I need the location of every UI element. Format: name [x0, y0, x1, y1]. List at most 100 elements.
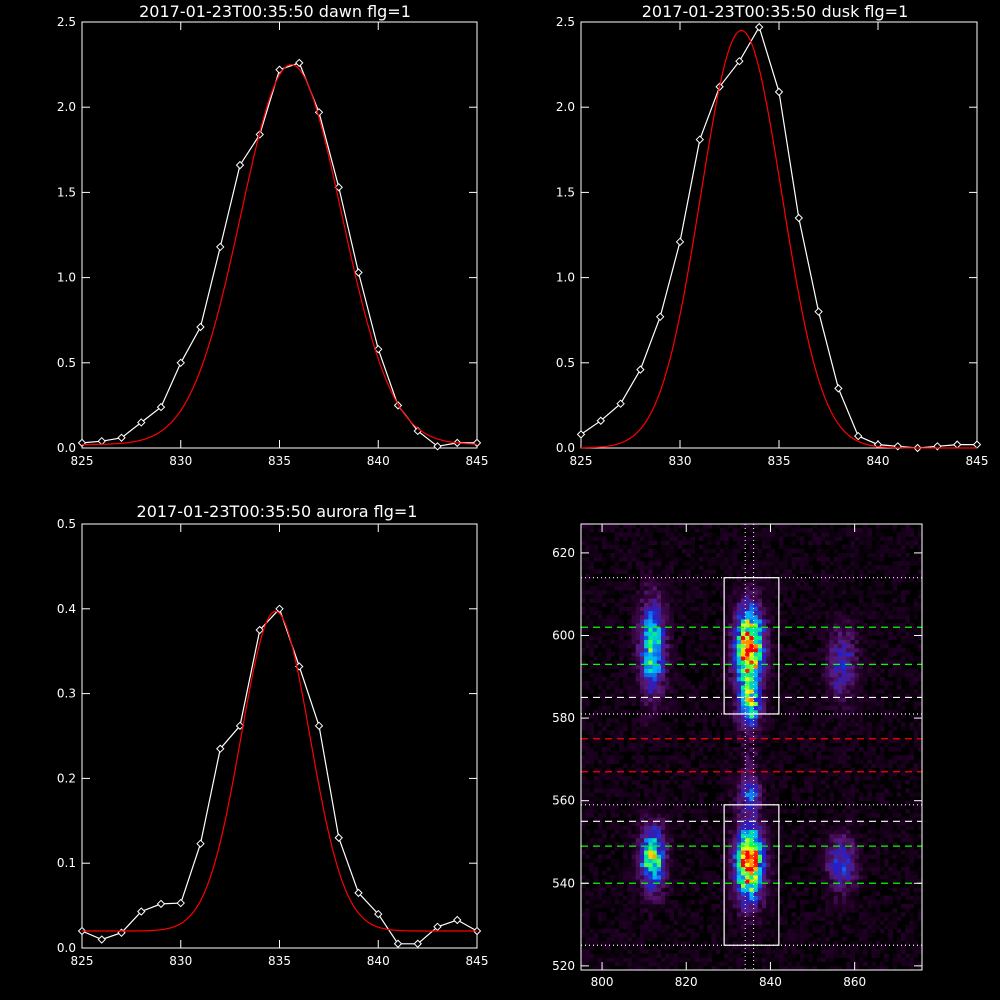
- heatmap-pixel: [766, 813, 771, 818]
- heatmap-pixel: [791, 528, 797, 533]
- heatmap-pixel: [745, 647, 750, 653]
- heatmap-pixel: [791, 676, 797, 682]
- aurora-profile-panel: 2017-01-23T00:35:50 aurora flg=1 825 830 8…: [57, 502, 489, 968]
- heatmap-pixel: [749, 903, 754, 909]
- heatmap-pixel: [597, 594, 603, 599]
- heatmap-pixel: [728, 895, 733, 901]
- heatmap-pixel: [614, 932, 620, 938]
- heatmap-pixel: [698, 842, 704, 847]
- heatmap-pixel: [757, 598, 763, 603]
- heatmap-pixel: [652, 767, 658, 773]
- heatmap-pixel: [656, 639, 662, 645]
- heatmap-pixel: [791, 829, 797, 835]
- heatmap-pixel: [669, 565, 674, 570]
- heatmap-pixel: [812, 895, 818, 901]
- heatmap-pixel: [745, 775, 750, 781]
- heatmap-pixel: [821, 722, 826, 727]
- heatmap-pixel: [770, 631, 775, 636]
- heatmap-pixel: [635, 808, 641, 814]
- heatmap-pixel: [732, 652, 738, 657]
- heatmap-pixel: [648, 920, 653, 925]
- heatmap-pixel: [690, 932, 696, 938]
- heatmap-pixel: [703, 726, 708, 731]
- heatmap-pixel: [639, 891, 645, 896]
- heatmap-pixel: [581, 561, 586, 566]
- heatmap-pixel: [690, 813, 696, 818]
- heatmap-pixel: [715, 912, 721, 917]
- heatmap-pixel: [829, 796, 834, 802]
- heatmap-pixel: [825, 693, 830, 698]
- heatmap-pixel: [728, 738, 733, 744]
- heatmap-pixel: [682, 924, 687, 930]
- heatmap-pixel: [589, 680, 594, 686]
- heatmap-pixel: [753, 771, 759, 777]
- heatmap-pixel: [741, 590, 746, 595]
- heatmap-pixel: [791, 792, 797, 797]
- heatmap-pixel: [825, 784, 830, 789]
- heatmap-pixel: [715, 536, 721, 541]
- heatmap-pixel: [795, 879, 801, 884]
- heatmap-pixel: [665, 800, 670, 806]
- heatmap-pixel: [635, 598, 641, 603]
- heatmap-pixel: [690, 920, 696, 925]
- heatmap-pixel: [774, 569, 780, 574]
- heatmap-pixel: [631, 953, 637, 958]
- heatmap-pixel: [724, 714, 729, 719]
- heatmap-pixel: [665, 866, 670, 872]
- heatmap-pixel: [825, 920, 830, 925]
- heatmap-pixel: [766, 800, 771, 806]
- heatmap-pixel: [753, 866, 759, 872]
- heatmap-pixel: [585, 627, 590, 632]
- heatmap-pixel: [753, 714, 759, 719]
- heatmap-pixel: [741, 639, 746, 645]
- heatmap-pixel: [778, 747, 784, 752]
- heatmap-pixel: [787, 903, 792, 909]
- heatmap-pixel: [656, 747, 662, 752]
- heatmap-pixel: [614, 536, 620, 541]
- heatmap-pixel: [745, 920, 750, 925]
- heatmap-pixel: [639, 862, 645, 868]
- heatmap-pixel: [770, 842, 775, 847]
- heatmap-pixel: [728, 610, 733, 616]
- heatmap-pixel: [652, 747, 658, 752]
- heatmap-pixel: [728, 949, 733, 954]
- heatmap-pixel: [656, 635, 662, 640]
- heatmap-pixel: [623, 813, 628, 818]
- heatmap-pixel: [597, 903, 603, 909]
- heatmap-pixel: [799, 557, 805, 562]
- heatmap-pixel: [707, 532, 712, 537]
- heatmap-pixel: [821, 924, 826, 930]
- heatmap-pixel: [821, 916, 826, 921]
- heatmap-pixel: [770, 912, 775, 917]
- heatmap-pixel: [602, 961, 607, 967]
- heatmap-pixel: [812, 668, 818, 673]
- heatmap-pixel: [821, 672, 826, 678]
- heatmap-pixel: [698, 709, 704, 715]
- heatmap-pixel: [669, 842, 674, 847]
- heatmap-pixel: [635, 619, 641, 624]
- heatmap-pixel: [618, 912, 624, 917]
- heatmap-pixel: [783, 924, 788, 930]
- heatmap-pixel: [639, 738, 645, 744]
- heatmap-pixel: [639, 730, 645, 735]
- heatmap-pixel: [627, 664, 632, 669]
- heatmap-pixel: [673, 585, 679, 591]
- heatmap-pixel: [703, 875, 708, 880]
- heatmap-pixel: [673, 668, 679, 673]
- heatmap-pixel: [639, 705, 645, 711]
- heatmap-pixel: [661, 585, 666, 591]
- heatmap-pixel: [791, 965, 797, 971]
- heatmap-pixel: [661, 573, 666, 579]
- heatmap-pixel: [799, 565, 805, 570]
- heatmap-pixel: [762, 916, 767, 921]
- heatmap-pixel: [698, 635, 704, 640]
- heatmap-pixel: [787, 808, 792, 814]
- heatmap-pixel: [821, 536, 826, 541]
- heatmap-pixel: [766, 680, 771, 686]
- heatmap-pixel: [623, 631, 628, 636]
- heatmap-pixel: [762, 643, 767, 649]
- heatmap-pixel: [749, 858, 754, 863]
- heatmap-pixel: [753, 858, 759, 863]
- heatmap-pixel: [686, 561, 691, 566]
- heatmap-pixel: [703, 850, 708, 855]
